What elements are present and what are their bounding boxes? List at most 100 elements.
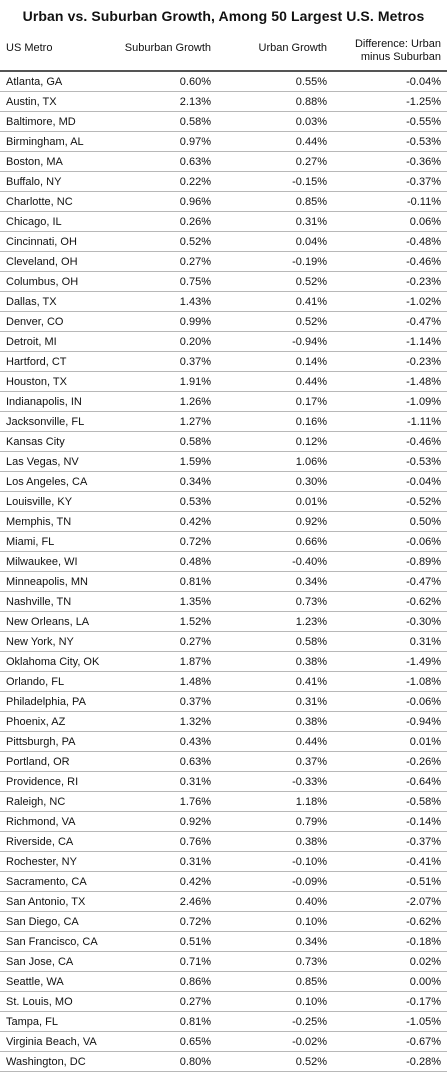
table-row: Boston, MA 0.63% 0.27% -0.36% (0, 152, 447, 172)
cell-metro: Virginia Beach, VA (6, 1036, 97, 1048)
cell-metro: Miami, FL (6, 536, 55, 548)
cell-difference: 0.06% (409, 216, 441, 228)
table-header: US Metro Suburban Growth Urban Growth Di… (0, 38, 447, 72)
table-row: Seattle, WA 0.86% 0.85% 0.00% (0, 972, 447, 992)
cell-difference: 0.31% (409, 636, 441, 648)
cell-suburban-growth: 1.27% (179, 416, 211, 428)
cell-metro: Memphis, TN (6, 516, 72, 528)
cell-metro: Richmond, VA (6, 816, 76, 828)
cell-difference: -0.23% (406, 276, 441, 288)
cell-suburban-growth: 0.81% (179, 576, 211, 588)
cell-suburban-growth: 0.71% (179, 956, 211, 968)
cell-suburban-growth: 0.52% (179, 236, 211, 248)
cell-metro: Denver, CO (6, 316, 64, 328)
cell-metro: New York, NY (6, 636, 74, 648)
cell-metro: Buffalo, NY (6, 176, 62, 188)
table-row: Rochester, NY 0.31% -0.10% -0.41% (0, 852, 447, 872)
cell-urban-growth: -0.19% (292, 256, 327, 268)
header-difference-line1: Difference: Urban (354, 38, 441, 50)
cell-urban-growth: 0.44% (295, 736, 327, 748)
cell-suburban-growth: 0.72% (179, 916, 211, 928)
cell-urban-growth: 0.40% (295, 896, 327, 908)
cell-suburban-growth: 0.58% (179, 116, 211, 128)
table-row: Virginia Beach, VA 0.65% -0.02% -0.67% (0, 1032, 447, 1052)
cell-metro: Chicago, IL (6, 216, 62, 228)
cell-metro: Los Angeles, CA (6, 476, 88, 488)
cell-suburban-growth: 0.63% (179, 156, 211, 168)
table-row: Pittsburgh, PA 0.43% 0.44% 0.01% (0, 732, 447, 752)
cell-suburban-growth: 0.80% (179, 1056, 211, 1068)
cell-suburban-growth: 0.37% (179, 696, 211, 708)
table-row: New York, NY 0.27% 0.58% 0.31% (0, 632, 447, 652)
cell-suburban-growth: 0.97% (179, 136, 211, 148)
table-row: Baltimore, MD 0.58% 0.03% -0.55% (0, 112, 447, 132)
cell-difference: -1.25% (406, 96, 441, 108)
cell-metro: Minneapolis, MN (6, 576, 88, 588)
cell-suburban-growth: 0.27% (179, 256, 211, 268)
table-row: St. Louis, MO 0.27% 0.10% -0.17% (0, 992, 447, 1012)
cell-metro: Houston, TX (6, 376, 67, 388)
cell-suburban-growth: 1.48% (179, 676, 211, 688)
cell-urban-growth: 0.85% (295, 976, 327, 988)
table-row: Raleigh, NC 1.76% 1.18% -0.58% (0, 792, 447, 812)
cell-difference: -0.64% (406, 776, 441, 788)
cell-urban-growth: 0.79% (295, 816, 327, 828)
cell-suburban-growth: 0.27% (179, 636, 211, 648)
cell-urban-growth: 0.31% (295, 216, 327, 228)
cell-metro: Jacksonville, FL (6, 416, 85, 428)
cell-urban-growth: 0.17% (295, 396, 327, 408)
table-row: Providence, RI 0.31% -0.33% -0.64% (0, 772, 447, 792)
cell-difference: -1.09% (406, 396, 441, 408)
cell-suburban-growth: 0.60% (179, 76, 211, 88)
cell-metro: Washington, DC (6, 1056, 86, 1068)
table-row: New Orleans, LA 1.52% 1.23% -0.30% (0, 612, 447, 632)
table-row: Dallas, TX 1.43% 0.41% -1.02% (0, 292, 447, 312)
cell-suburban-growth: 0.42% (179, 516, 211, 528)
table-row: Orlando, FL 1.48% 0.41% -1.08% (0, 672, 447, 692)
cell-metro: Raleigh, NC (6, 796, 66, 808)
cell-difference: 0.00% (409, 976, 441, 988)
cell-difference: -1.08% (406, 676, 441, 688)
cell-metro: Atlanta, GA (6, 76, 63, 88)
table-row: Indianapolis, IN 1.26% 0.17% -1.09% (0, 392, 447, 412)
cell-metro: Orlando, FL (6, 676, 65, 688)
cell-urban-growth: 0.34% (295, 936, 327, 948)
cell-difference: -0.18% (406, 936, 441, 948)
cell-difference: -0.89% (406, 556, 441, 568)
cell-metro: Boston, MA (6, 156, 63, 168)
table-row: Columbus, OH 0.75% 0.52% -0.23% (0, 272, 447, 292)
cell-difference: -0.17% (406, 996, 441, 1008)
chart-title: Urban vs. Suburban Growth, Among 50 Larg… (22, 8, 425, 24)
table-row: San Diego, CA 0.72% 0.10% -0.62% (0, 912, 447, 932)
cell-difference: -1.14% (406, 336, 441, 348)
table-row: Miami, FL 0.72% 0.66% -0.06% (0, 532, 447, 552)
cell-metro: Louisville, KY (6, 496, 73, 508)
header-suburban-growth: Suburban Growth (124, 42, 211, 54)
cell-urban-growth: 1.23% (295, 616, 327, 628)
table-row: Richmond, VA 0.92% 0.79% -0.14% (0, 812, 447, 832)
table-body: Atlanta, GA 0.60% 0.55% -0.04% Austin, TX 2.1… (0, 72, 447, 1072)
cell-difference: -0.06% (406, 536, 441, 548)
cell-suburban-growth: 1.32% (179, 716, 211, 728)
table-row: Las Vegas, NV 1.59% 1.06% -0.53% (0, 452, 447, 472)
cell-difference: -0.47% (406, 576, 441, 588)
cell-suburban-growth: 2.46% (179, 896, 211, 908)
cell-difference: -0.04% (406, 76, 441, 88)
cell-urban-growth: 0.73% (295, 956, 327, 968)
table-row: Denver, CO 0.99% 0.52% -0.47% (0, 312, 447, 332)
cell-urban-growth: 1.06% (295, 456, 327, 468)
cell-difference: -0.11% (406, 196, 441, 208)
cell-difference: -0.30% (406, 616, 441, 628)
cell-difference: -0.23% (406, 356, 441, 368)
cell-difference: -0.36% (406, 156, 441, 168)
cell-metro: Portland, OR (6, 756, 70, 768)
cell-metro: Las Vegas, NV (6, 456, 79, 468)
cell-urban-growth: 0.52% (295, 316, 327, 328)
table-row: Houston, TX 1.91% 0.44% -1.48% (0, 372, 447, 392)
cell-urban-growth: -0.10% (292, 856, 327, 868)
cell-urban-growth: -0.25% (292, 1016, 327, 1028)
cell-suburban-growth: 0.37% (179, 356, 211, 368)
cell-suburban-growth: 0.96% (179, 196, 211, 208)
cell-suburban-growth: 1.87% (179, 656, 211, 668)
cell-difference: 0.01% (409, 736, 441, 748)
